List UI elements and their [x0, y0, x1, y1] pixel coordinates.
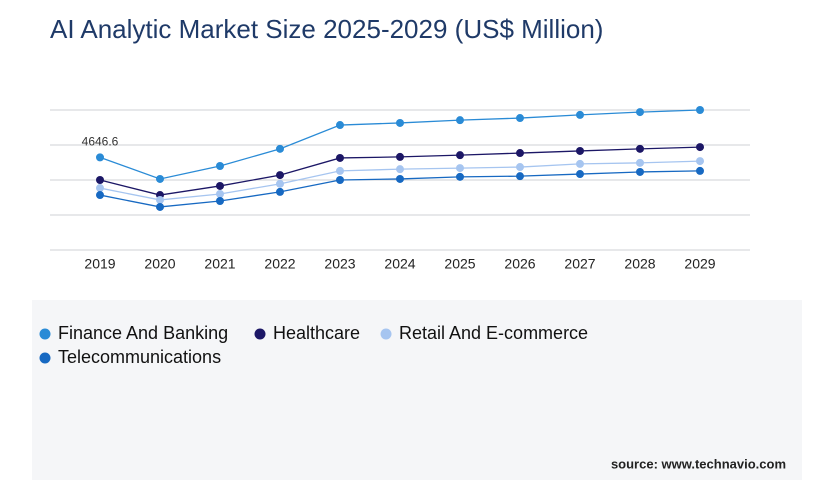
data-point [696, 157, 704, 166]
data-point [96, 191, 104, 200]
legend-panel [32, 300, 802, 480]
data-point [456, 172, 464, 181]
data-point [156, 174, 164, 183]
data-point [396, 118, 404, 127]
data-point [216, 190, 224, 198]
data-point [636, 167, 644, 176]
data-point [516, 149, 524, 158]
x-tick-label: 2027 [564, 256, 595, 272]
data-point [336, 121, 344, 130]
legend-label: Telecommunications [58, 347, 221, 367]
data-point [276, 187, 284, 196]
data-point [96, 176, 104, 184]
x-tick-label: 2024 [384, 256, 415, 272]
data-point [276, 144, 284, 153]
x-tick-label: 2020 [144, 256, 175, 272]
data-point [516, 172, 524, 181]
data-point [576, 146, 584, 155]
legend-label: Healthcare [273, 323, 360, 343]
data-point [96, 153, 104, 162]
x-tick-label: 2019 [84, 256, 115, 272]
x-tick-label: 2022 [264, 256, 295, 272]
legend-marker [39, 352, 51, 364]
data-point [516, 114, 524, 123]
data-point [456, 164, 464, 173]
chart-title: AI Analytic Market Size 2025-2029 (US$ M… [50, 14, 603, 44]
data-point [516, 163, 524, 172]
data-point [156, 202, 164, 211]
x-tick-label: 2026 [504, 256, 535, 272]
legend-label: Retail And E-commerce [399, 323, 588, 343]
source-note: source: www.technavio.com [611, 456, 786, 471]
x-tick-label: 2029 [684, 256, 715, 272]
x-tick-label: 2025 [444, 256, 475, 272]
data-point [156, 195, 164, 204]
data-point [456, 116, 464, 125]
x-tick-label: 2023 [324, 256, 355, 272]
data-point [396, 174, 404, 183]
data-point [396, 152, 404, 161]
data-point [216, 197, 224, 205]
data-point [696, 166, 704, 175]
legend-marker [254, 328, 266, 340]
data-point [576, 159, 584, 168]
data-point [696, 106, 704, 114]
data-point [576, 170, 584, 179]
x-tick-label: 2021 [204, 256, 235, 272]
data-point [216, 162, 224, 170]
data-point [96, 184, 104, 193]
data-point [276, 179, 284, 188]
data-point [396, 165, 404, 174]
x-tick-label: 2028 [624, 256, 655, 272]
legend-marker [380, 328, 392, 340]
data-point [576, 110, 584, 119]
data-point [216, 181, 224, 190]
data-point [456, 151, 464, 160]
data-point [336, 176, 344, 184]
data-point [636, 158, 644, 167]
data-point [636, 144, 644, 153]
data-point [636, 108, 644, 117]
data-point [696, 143, 704, 152]
legend-marker [39, 328, 51, 340]
data-point [336, 153, 344, 162]
legend-label: Finance And Banking [58, 323, 228, 343]
data-point [336, 166, 344, 175]
data-point [276, 171, 284, 180]
data-label: 4646.6 [82, 135, 119, 149]
